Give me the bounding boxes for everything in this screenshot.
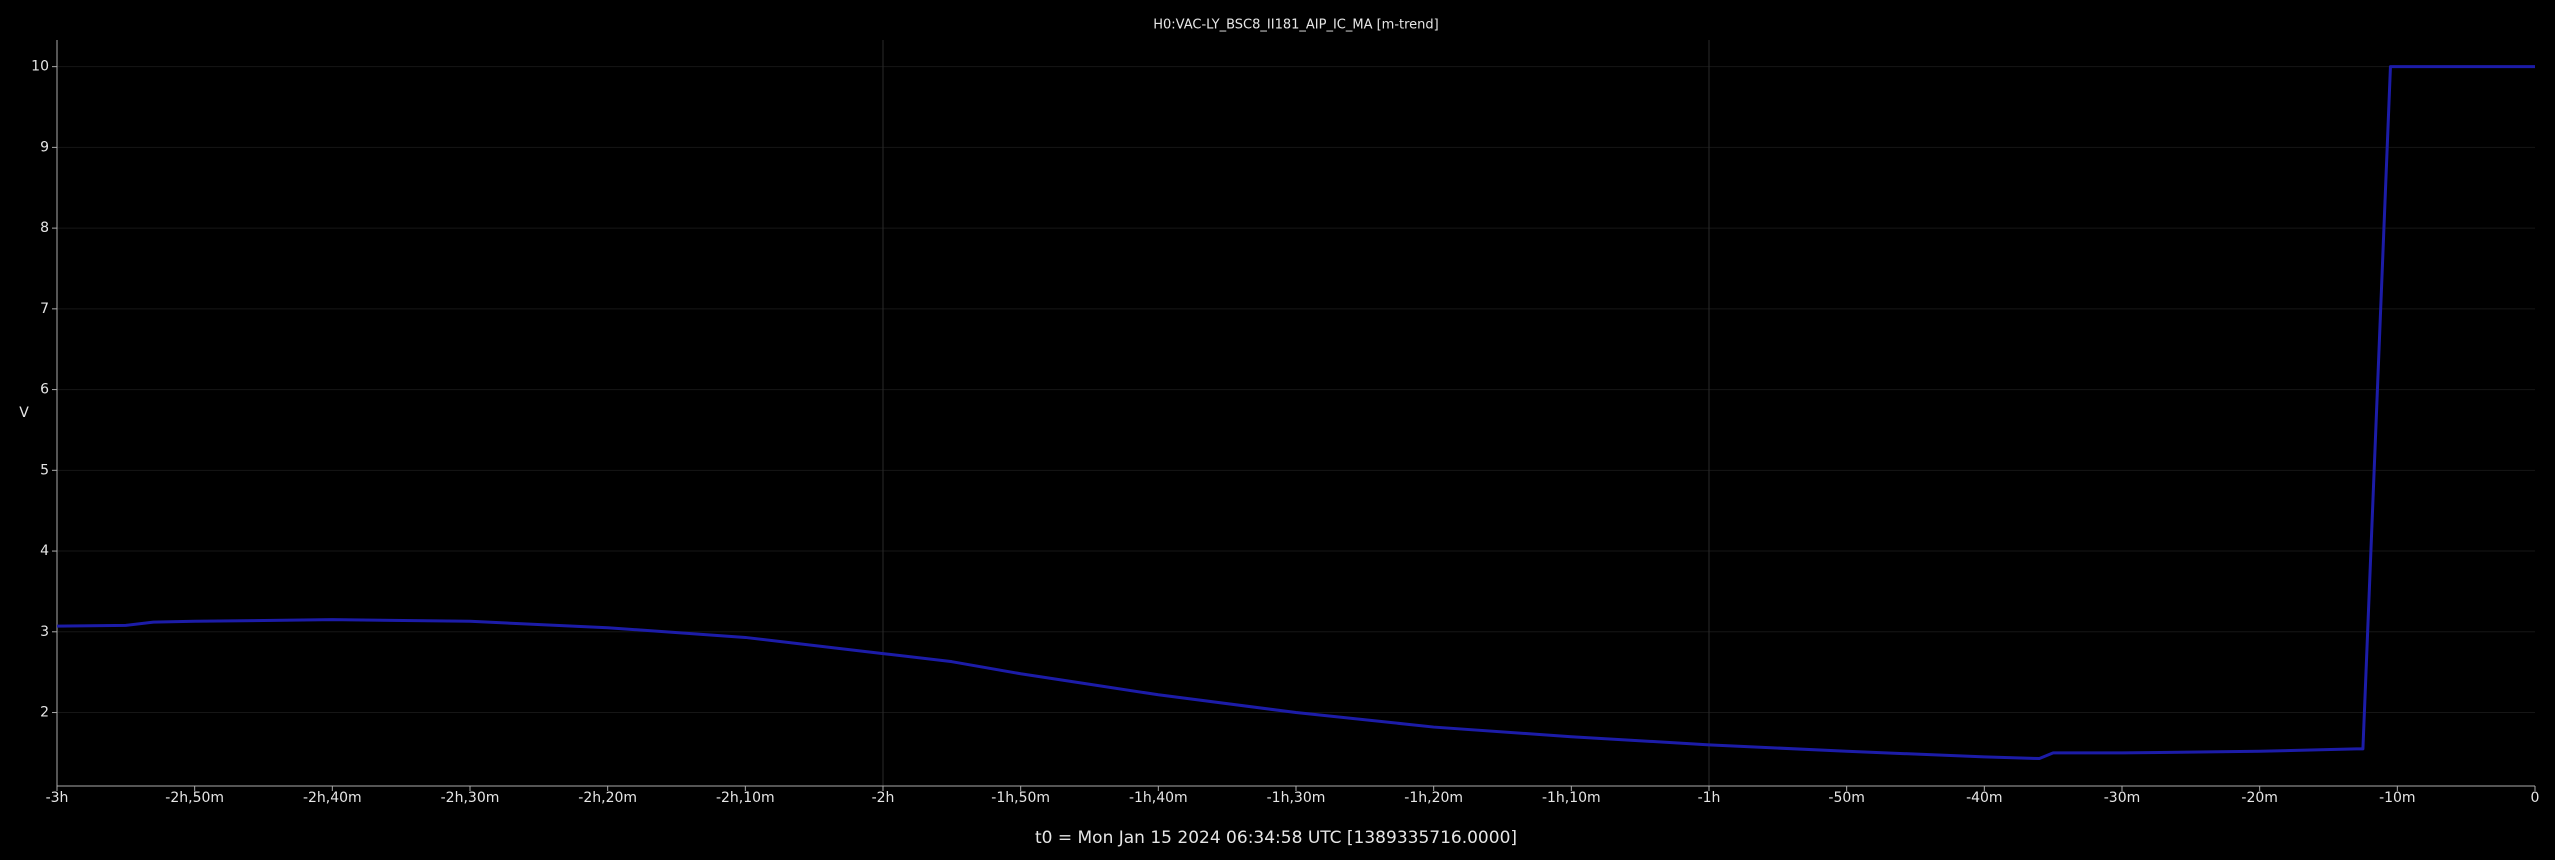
x-tick-label: -1h,30m xyxy=(1267,790,1326,806)
x-tick-label: -1h,50m xyxy=(991,790,1050,806)
x-tick-label: -50m xyxy=(1828,790,1865,806)
x-axis-label: t0 = Mon Jan 15 2024 06:34:58 UTC [13893… xyxy=(1035,828,1517,848)
x-tick-label: 0 xyxy=(2531,790,2540,806)
y-axis-label: V xyxy=(19,405,29,421)
x-tick-label: -2h,20m xyxy=(578,790,637,806)
y-tick-label: 6 xyxy=(40,382,49,398)
y-tick-label: 3 xyxy=(40,624,49,640)
x-tick-label: -10m xyxy=(2379,790,2416,806)
y-tick-label: 2 xyxy=(40,705,49,721)
chart-title: H0:VAC-LY_BSC8_II181_AIP_IC_MA [m-trend] xyxy=(1153,18,1439,33)
y-tick-label: 5 xyxy=(40,462,49,478)
y-tick-label: 10 xyxy=(31,59,49,75)
y-tick-label: 8 xyxy=(40,220,49,236)
x-tick-label: -3h xyxy=(46,790,69,806)
x-tick-label: -1h,40m xyxy=(1129,790,1188,806)
y-tick-label: 4 xyxy=(40,543,49,559)
x-tick-label: -2h xyxy=(872,790,895,806)
x-tick-label: -1h,10m xyxy=(1542,790,1601,806)
data-line xyxy=(56,65,2535,761)
x-tick-label: -1h xyxy=(1698,790,1721,806)
y-tick-label: 9 xyxy=(40,139,49,155)
x-tick-label: -2h,40m xyxy=(303,790,362,806)
x-tick-label: -20m xyxy=(2241,790,2278,806)
x-tick-label: -30m xyxy=(2104,790,2141,806)
x-tick-label: -2h,10m xyxy=(716,790,775,806)
y-tick-label: 7 xyxy=(40,301,49,317)
x-tick-label: -1h,20m xyxy=(1404,790,1463,806)
x-tick-label: -2h,50m xyxy=(165,790,224,806)
x-tick-label: -2h,30m xyxy=(441,790,500,806)
x-tick-label: -40m xyxy=(1966,790,2003,806)
